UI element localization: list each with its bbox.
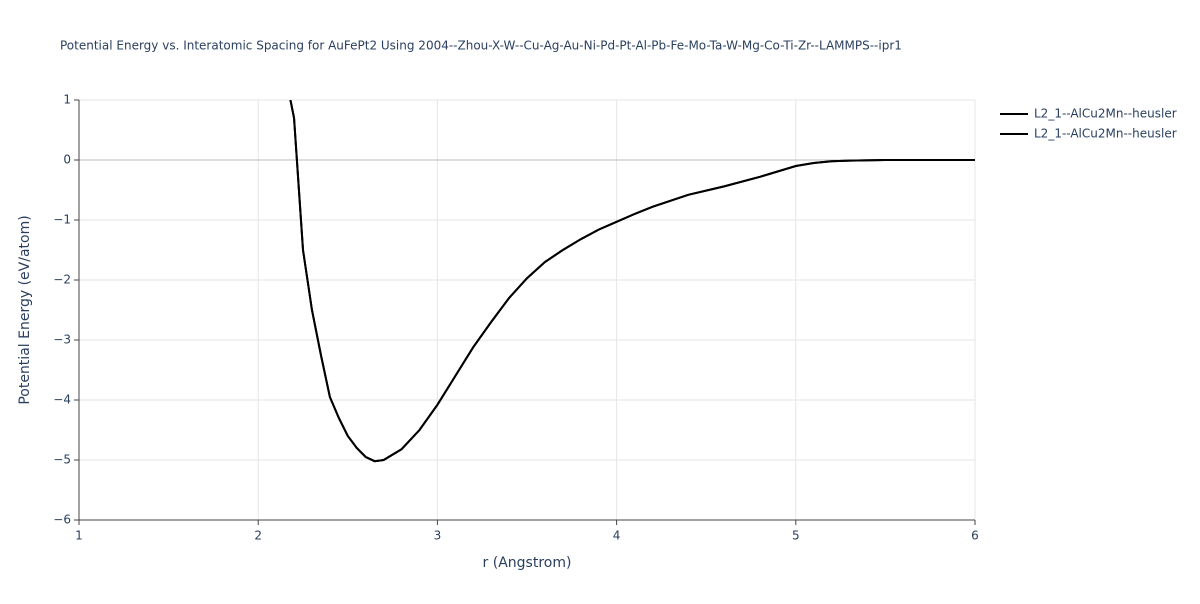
x-tick-label: 2 bbox=[254, 529, 262, 543]
x-tick-label: 3 bbox=[434, 529, 442, 543]
y-axis-label: Potential Energy (eV/atom) bbox=[17, 215, 33, 404]
y-tick-label: −2 bbox=[53, 273, 71, 287]
y-tick-label: −3 bbox=[53, 333, 71, 347]
y-tick-label: 1 bbox=[63, 93, 71, 107]
y-tick-label: −5 bbox=[53, 453, 71, 467]
y-tick-label: 0 bbox=[63, 153, 71, 167]
y-tick-label: −6 bbox=[53, 513, 71, 527]
line-series bbox=[289, 100, 975, 463]
y-tick-label: −4 bbox=[53, 393, 71, 407]
legend-label: L2_1--AlCu2Mn--heusler bbox=[1034, 127, 1177, 141]
x-tick-label: 6 bbox=[971, 529, 979, 543]
line-series bbox=[289, 100, 975, 463]
legend-label: L2_1--AlCu2Mn--heusler bbox=[1034, 107, 1177, 121]
chart-title: Potential Energy vs. Interatomic Spacing… bbox=[60, 39, 902, 53]
x-tick-label: 1 bbox=[75, 529, 83, 543]
x-tick-label: 5 bbox=[792, 529, 800, 543]
x-tick-label: 4 bbox=[613, 529, 621, 543]
y-tick-label: −1 bbox=[53, 213, 71, 227]
x-axis-label: r (Angstrom) bbox=[483, 555, 572, 571]
